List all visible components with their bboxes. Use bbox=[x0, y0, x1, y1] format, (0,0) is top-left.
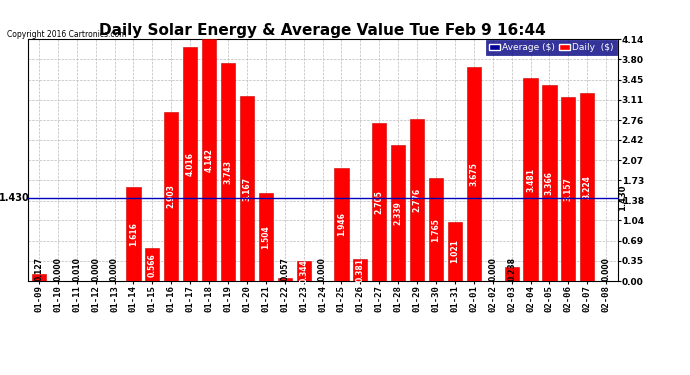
Text: 3.481: 3.481 bbox=[526, 168, 535, 192]
Bar bbox=[277, 278, 292, 281]
Bar bbox=[126, 187, 141, 281]
Title: Daily Solar Energy & Average Value Tue Feb 9 16:44: Daily Solar Energy & Average Value Tue F… bbox=[99, 23, 546, 38]
Bar bbox=[297, 261, 310, 281]
Text: 3.743: 3.743 bbox=[224, 160, 233, 184]
Text: 0.000: 0.000 bbox=[602, 257, 611, 280]
Text: 0.344: 0.344 bbox=[299, 259, 308, 283]
Text: 3.157: 3.157 bbox=[564, 177, 573, 201]
Bar bbox=[504, 267, 519, 281]
Text: 0.057: 0.057 bbox=[280, 257, 289, 280]
Text: 3.675: 3.675 bbox=[469, 162, 478, 186]
Bar bbox=[32, 274, 46, 281]
Bar bbox=[448, 222, 462, 281]
Bar bbox=[335, 168, 348, 281]
Text: 3.366: 3.366 bbox=[545, 171, 554, 195]
Text: 1.504: 1.504 bbox=[262, 225, 270, 249]
Bar bbox=[164, 112, 179, 281]
Bar bbox=[429, 178, 443, 281]
Bar bbox=[524, 78, 538, 281]
Bar bbox=[561, 97, 575, 281]
Text: 0.000: 0.000 bbox=[53, 257, 62, 280]
Bar bbox=[542, 85, 557, 281]
Text: 1.430: 1.430 bbox=[0, 193, 30, 203]
Text: 1.021: 1.021 bbox=[451, 240, 460, 263]
Bar bbox=[146, 248, 159, 281]
Text: 0.381: 0.381 bbox=[356, 258, 365, 282]
Text: 0.000: 0.000 bbox=[91, 257, 100, 280]
Bar bbox=[202, 39, 216, 281]
Text: 2.776: 2.776 bbox=[413, 188, 422, 212]
Text: 0.000: 0.000 bbox=[489, 257, 497, 280]
Bar bbox=[259, 194, 273, 281]
Bar bbox=[240, 96, 254, 281]
Bar bbox=[70, 280, 84, 281]
Bar bbox=[353, 259, 368, 281]
Bar bbox=[410, 119, 424, 281]
Text: 0.000: 0.000 bbox=[110, 257, 119, 280]
Bar bbox=[580, 93, 594, 281]
Text: 1.616: 1.616 bbox=[129, 222, 138, 246]
Bar bbox=[466, 66, 481, 281]
Text: 0.010: 0.010 bbox=[72, 257, 81, 280]
Text: 1.430: 1.430 bbox=[618, 184, 627, 211]
Text: 2.903: 2.903 bbox=[167, 184, 176, 209]
Text: 1.946: 1.946 bbox=[337, 213, 346, 236]
Bar bbox=[221, 63, 235, 281]
Text: 3.224: 3.224 bbox=[583, 175, 592, 199]
Legend: Average ($), Daily  ($): Average ($), Daily ($) bbox=[486, 40, 617, 55]
Text: 4.016: 4.016 bbox=[186, 152, 195, 176]
Text: 2.705: 2.705 bbox=[375, 190, 384, 214]
Text: 4.142: 4.142 bbox=[205, 148, 214, 172]
Text: 0.566: 0.566 bbox=[148, 253, 157, 277]
Bar bbox=[372, 123, 386, 281]
Text: 0.000: 0.000 bbox=[318, 257, 327, 280]
Text: 0.238: 0.238 bbox=[507, 256, 516, 280]
Text: Copyright 2016 Cartronics.com: Copyright 2016 Cartronics.com bbox=[7, 30, 126, 39]
Text: 0.127: 0.127 bbox=[34, 256, 43, 280]
Text: 3.167: 3.167 bbox=[242, 177, 251, 201]
Bar bbox=[391, 145, 405, 281]
Text: 1.765: 1.765 bbox=[431, 218, 440, 242]
Text: 2.339: 2.339 bbox=[394, 201, 403, 225]
Bar bbox=[183, 46, 197, 281]
